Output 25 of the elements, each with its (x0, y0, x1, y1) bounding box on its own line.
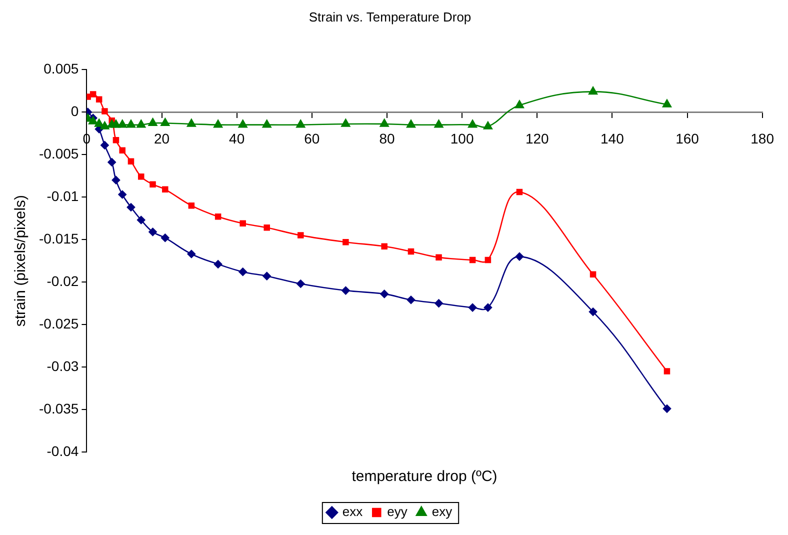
x-tick-label: 160 (676, 130, 700, 146)
y-axis-title: strain (pixels/pixels) (12, 194, 30, 327)
y-tick-label: -0.005 (38, 145, 79, 162)
y-tick-label: -0.04 (46, 442, 79, 459)
y-tick-label: -0.01 (46, 188, 79, 204)
legend-label: exy (432, 504, 453, 520)
y-tick-label: -0.015 (38, 230, 79, 246)
y-tick-label: 0.005 (44, 60, 79, 76)
x-tick-label: 80 (379, 130, 395, 146)
x-tick-label: 100 (450, 130, 474, 146)
chart-title: Strain vs. Temperature Drop (308, 9, 472, 24)
x-tick-label: 60 (304, 130, 320, 146)
x-tick-label: 20 (154, 130, 170, 146)
x-tick-label: 40 (229, 130, 245, 146)
x-axis-title: temperature drop (ºC) (352, 468, 498, 486)
legend-label: exx (342, 504, 364, 520)
y-tick-label: -0.035 (38, 400, 79, 416)
y-tick-label: -0.025 (38, 315, 79, 332)
x-tick-label: 120 (525, 130, 550, 146)
y-tick-label: -0.03 (46, 358, 79, 374)
y-tick-label: -0.02 (46, 272, 79, 289)
legend-label: eyy (387, 504, 408, 520)
x-tick-label: 140 (600, 130, 624, 146)
x-tick-label: 180 (750, 130, 774, 146)
y-tick-label: 0 (70, 102, 79, 119)
